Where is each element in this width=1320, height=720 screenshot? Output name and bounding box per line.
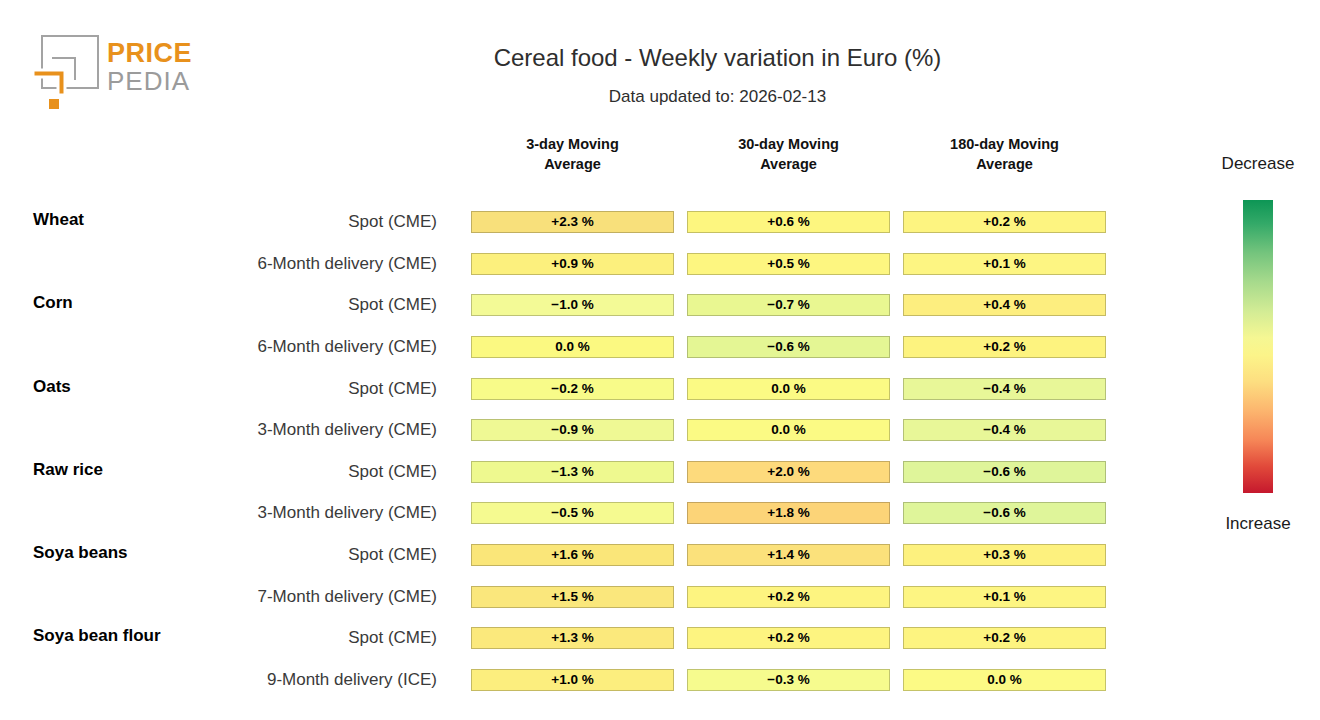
- heatmap-cell: 0.0 %: [903, 669, 1106, 691]
- heatmap-cell: +0.1 %: [903, 586, 1106, 608]
- row-label: 3-Month delivery (CME): [120, 418, 437, 442]
- row-label: 9-Month delivery (ICE): [120, 668, 437, 692]
- heatmap-cell: +0.2 %: [687, 586, 890, 608]
- column-header-3-day: 3-day Moving Average: [471, 134, 674, 174]
- heatmap-cell: −0.6 %: [903, 461, 1106, 483]
- legend-gradient-bar: [1243, 200, 1273, 493]
- heatmap-cell: −0.6 %: [903, 502, 1106, 524]
- row-group-label: Oats: [33, 375, 71, 399]
- row-group-label: Raw rice: [33, 458, 103, 482]
- heatmap-cell: +1.3 %: [471, 627, 674, 649]
- heatmap-cell: +0.4 %: [903, 294, 1106, 316]
- legend-decrease-label: Decrease: [1206, 154, 1310, 174]
- row-label: 6-Month delivery (CME): [120, 252, 437, 276]
- heatmap-cell: −0.4 %: [903, 378, 1106, 400]
- heatmap-cell: 0.0 %: [687, 419, 890, 441]
- heatmap-cell: −0.5 %: [471, 502, 674, 524]
- row-group-label: Soya beans: [33, 541, 128, 565]
- row-label: Spot (CME): [120, 210, 437, 234]
- page-title: Cereal food - Weekly variation in Euro (…: [0, 44, 1320, 72]
- heatmap-cell: +0.5 %: [687, 253, 890, 275]
- heatmap-cell: +0.3 %: [903, 544, 1106, 566]
- row-group-label: Corn: [33, 291, 73, 315]
- heatmap-cell: +0.2 %: [687, 627, 890, 649]
- column-header-180-day: 180-day Moving Average: [903, 134, 1106, 174]
- pricepedia-heatmap-chart: PRICE PEDIA Cereal food - Weekly variati…: [0, 0, 1320, 720]
- heatmap-cell: +2.3 %: [471, 211, 674, 233]
- row-label: Spot (CME): [120, 377, 437, 401]
- heatmap-cell: +1.6 %: [471, 544, 674, 566]
- column-header-30-day: 30-day Moving Average: [687, 134, 890, 174]
- heatmap-cell: +0.2 %: [903, 211, 1106, 233]
- heatmap-cell: −0.7 %: [687, 294, 890, 316]
- heatmap-cell: +0.2 %: [903, 627, 1106, 649]
- row-label: Spot (CME): [120, 543, 437, 567]
- heatmap-cell: +1.8 %: [687, 502, 890, 524]
- heatmap-cell: −0.6 %: [687, 336, 890, 358]
- heatmap-cell: +0.1 %: [903, 253, 1106, 275]
- heatmap-cell: −0.3 %: [687, 669, 890, 691]
- heatmap-cell: +1.0 %: [471, 669, 674, 691]
- data-updated-subtitle: Data updated to: 2026-02-13: [0, 87, 1320, 107]
- row-group-label: Wheat: [33, 208, 84, 232]
- heatmap-cell: −1.0 %: [471, 294, 674, 316]
- heatmap-cell: +1.4 %: [687, 544, 890, 566]
- row-label: Spot (CME): [120, 460, 437, 484]
- heatmap-cell: +0.2 %: [903, 336, 1106, 358]
- heatmap-cell: +0.6 %: [687, 211, 890, 233]
- row-label: Spot (CME): [120, 293, 437, 317]
- row-label: 7-Month delivery (CME): [120, 585, 437, 609]
- heatmap-cell: +1.5 %: [471, 586, 674, 608]
- legend-increase-label: Increase: [1206, 514, 1310, 534]
- heatmap-cell: +2.0 %: [687, 461, 890, 483]
- heatmap-cell: −1.3 %: [471, 461, 674, 483]
- row-label: 3-Month delivery (CME): [120, 501, 437, 525]
- heatmap-cell: −0.4 %: [903, 419, 1106, 441]
- heatmap-cell: +0.9 %: [471, 253, 674, 275]
- heatmap-cell: 0.0 %: [471, 336, 674, 358]
- row-label: Spot (CME): [120, 626, 437, 650]
- row-label: 6-Month delivery (CME): [120, 335, 437, 359]
- heatmap-cell: −0.2 %: [471, 378, 674, 400]
- heatmap-cell: 0.0 %: [687, 378, 890, 400]
- heatmap-cell: −0.9 %: [471, 419, 674, 441]
